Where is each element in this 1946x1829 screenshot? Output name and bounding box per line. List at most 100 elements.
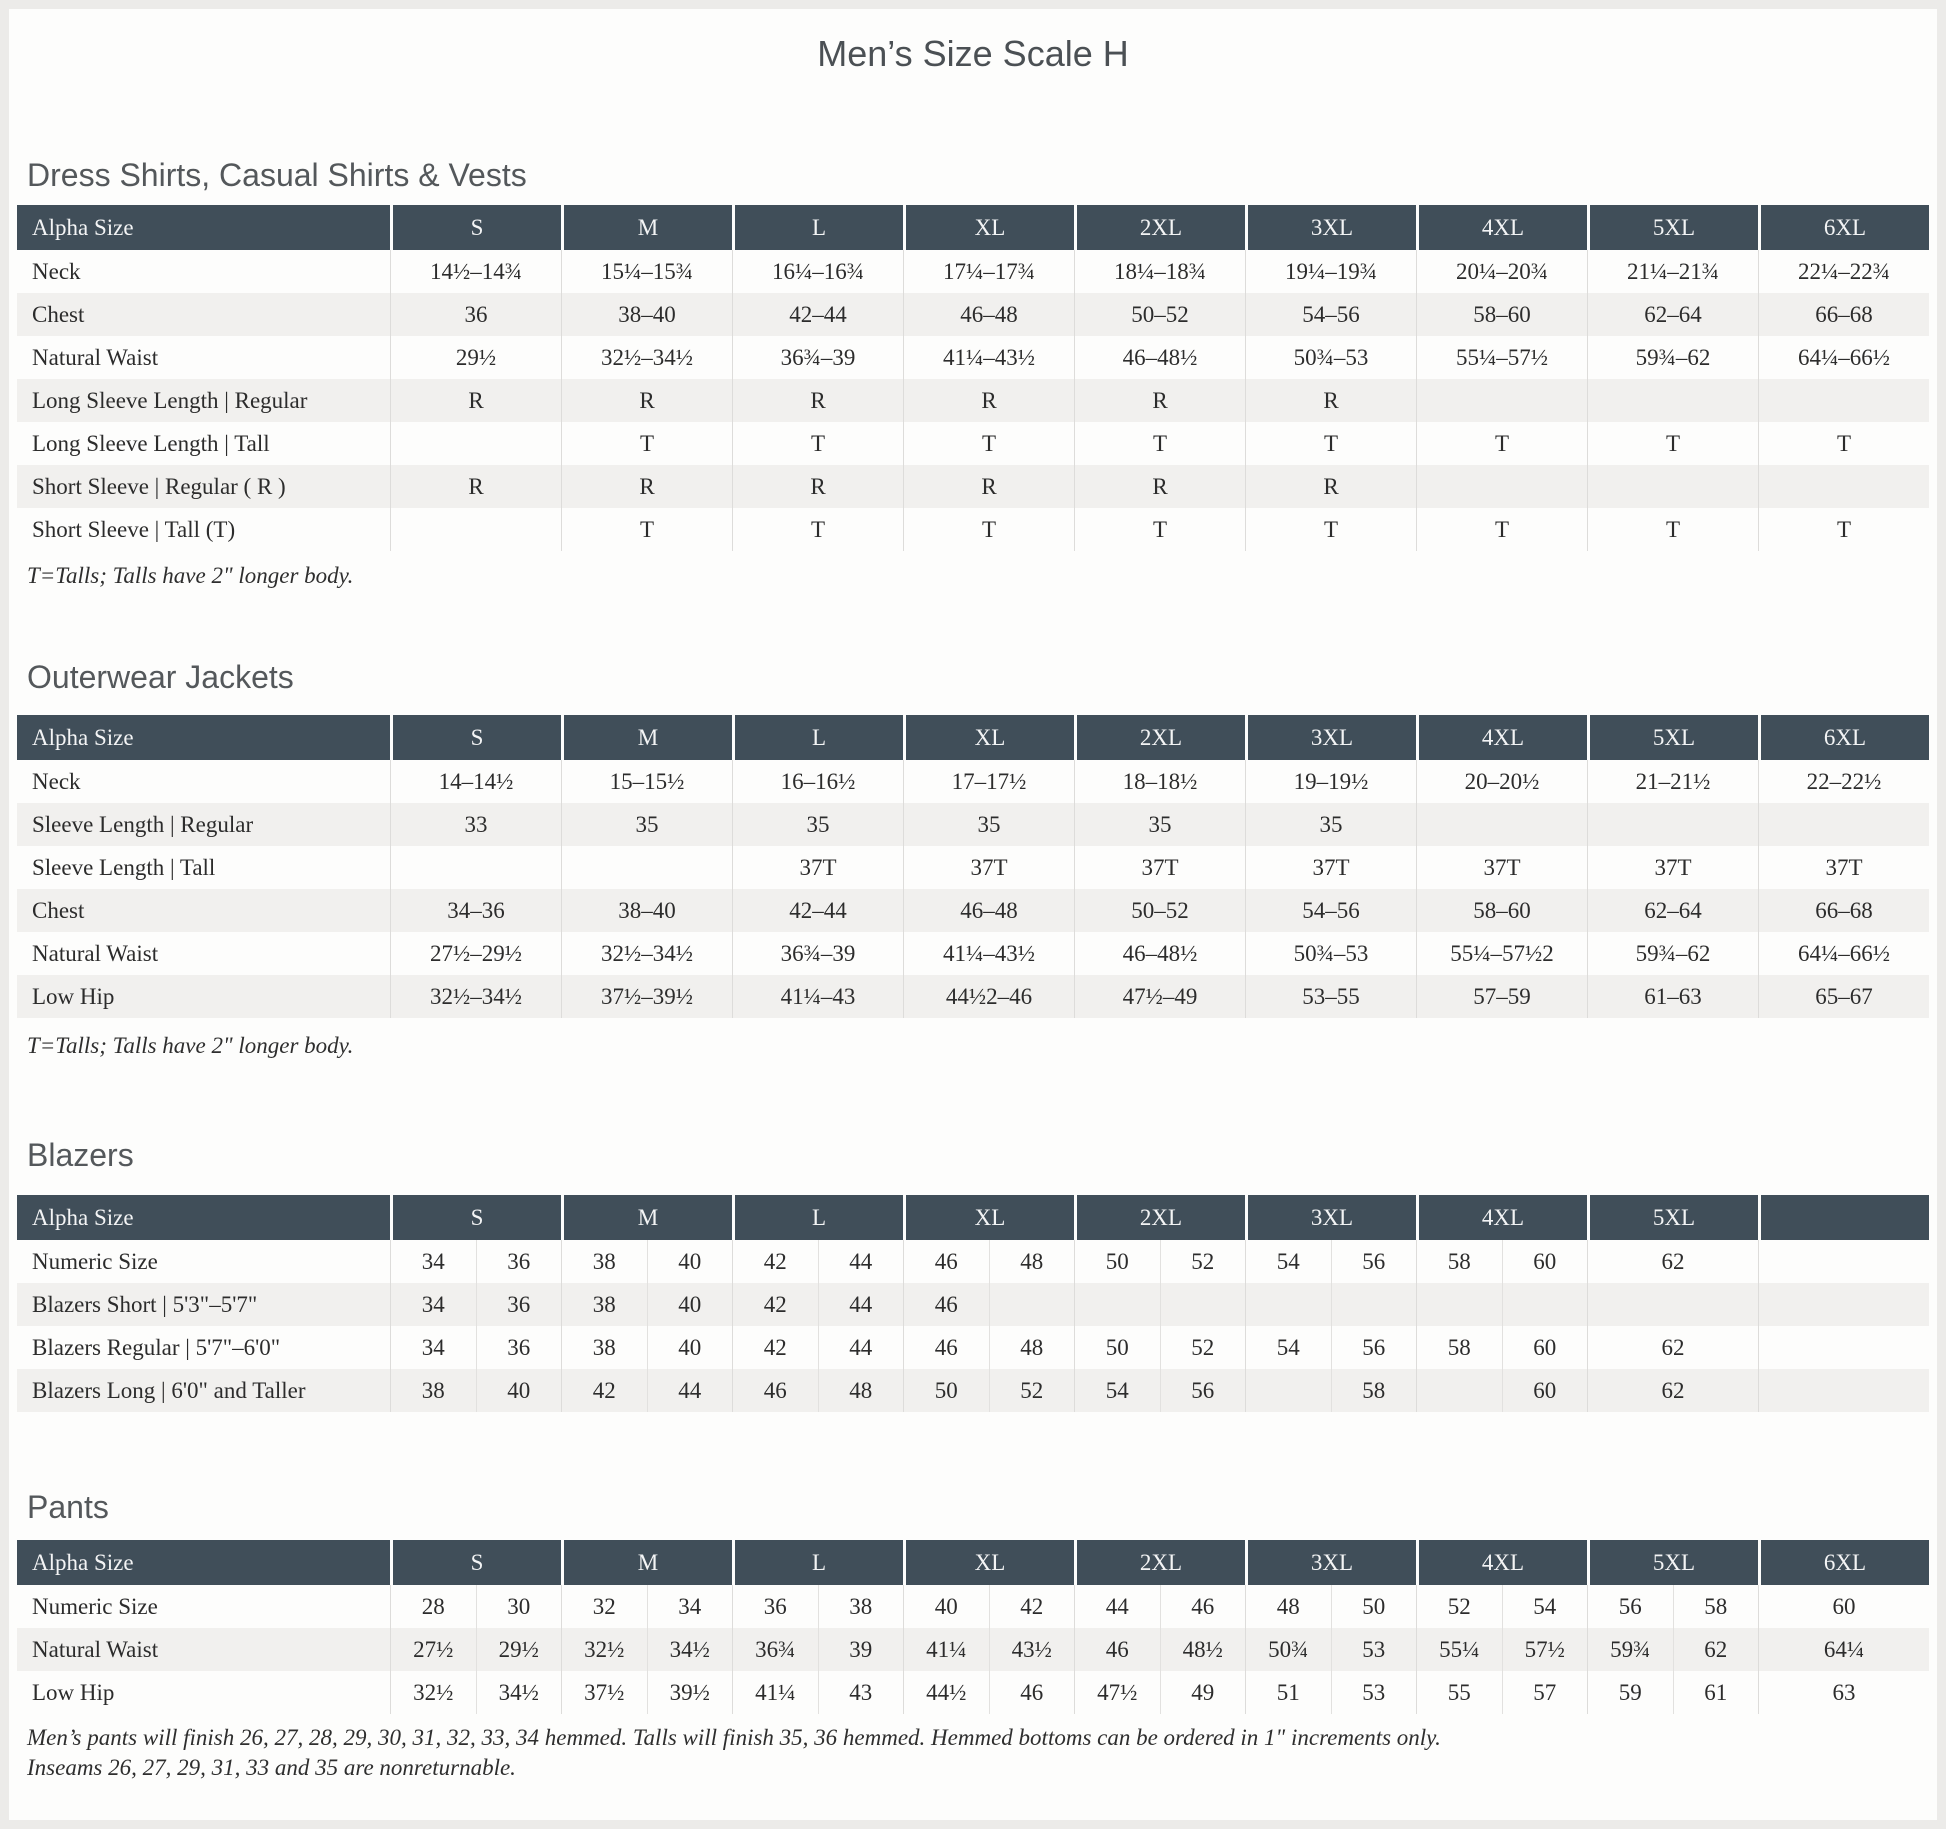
size-cell — [1587, 379, 1758, 422]
size-subcell — [1417, 1283, 1502, 1326]
row-label: Blazers Regular | 5'7"–6'0" — [17, 1326, 390, 1369]
split-cell: 38 40 — [391, 1369, 561, 1412]
size-cell: 55 57 — [1416, 1671, 1587, 1714]
size-cell: R — [732, 379, 903, 422]
split-cell: 32½ 34½ — [391, 1671, 561, 1714]
row-label: Blazers Short | 5'3"–5'7" — [17, 1283, 390, 1326]
size-subcell: 60 — [1501, 1369, 1588, 1412]
size-cell: 32 34 — [561, 1585, 732, 1628]
size-cell: T — [1416, 422, 1587, 465]
section-outerwear-jackets: Outerwear Jackets Alpha Size S M L XL 2XL 3XL 4X… — [17, 657, 1930, 1061]
size-cell: 42 44 — [732, 1240, 903, 1283]
size-subcell: 44½ — [926, 1679, 967, 1705]
row-label: Numeric Size — [17, 1585, 390, 1628]
size-cell: 35 — [1074, 803, 1245, 846]
table-body: Numeric Size 34 36 38 40 42 44 46 48 50 52 54 56 58 60… — [17, 1240, 1929, 1412]
size-subcell: 42 — [592, 1377, 616, 1403]
size-subcell — [1246, 1283, 1331, 1326]
size-subcell: 37½ — [584, 1679, 625, 1705]
size-subcell: 34 — [646, 1585, 733, 1628]
size-cell: 46–48 — [903, 293, 1074, 336]
size-cell: R — [1245, 465, 1416, 508]
size-cell: 41¼–43½ — [903, 932, 1074, 975]
size-cell: 41¼–43 — [732, 975, 903, 1018]
size-cell: 62–64 — [1587, 889, 1758, 932]
size-subcell — [1159, 1283, 1246, 1326]
size-subcell: 34 — [421, 1248, 445, 1274]
size-cell: 37½ 39½ — [561, 1671, 732, 1714]
table-row: Low Hip 32½–34½ 37½–39½ 41¼–43 44½2–46 47½–49… — [17, 975, 1929, 1018]
size-table: Alpha Size S M L XL 2XL 3XL 4XL 5XL 6XL Neck 14–14½… — [17, 715, 1929, 1018]
size-cell: 58–60 — [1416, 889, 1587, 932]
size-cell: R — [732, 465, 903, 508]
size-cell: 46–48 — [903, 889, 1074, 932]
size-subcell: 40 — [646, 1240, 733, 1283]
column-header: XL — [903, 1195, 1074, 1240]
footnote: T=Talls; Talls have 2" longer body. — [27, 1033, 354, 1058]
table-head: Alpha Size S M L XL 2XL 3XL 4XL 5XL 6XL — [17, 715, 1929, 760]
size-subcell: 50 — [934, 1377, 958, 1403]
size-cell: 17¼–17¾ — [903, 250, 1074, 293]
size-cell: 36¾–39 — [732, 336, 903, 379]
size-subcell: 59 — [1618, 1679, 1642, 1705]
split-cell: 46 48½ — [1075, 1628, 1245, 1671]
size-cell: T — [1587, 508, 1758, 551]
size-cell: T — [1587, 422, 1758, 465]
size-subcell — [1075, 1283, 1160, 1326]
size-cell: R — [390, 379, 561, 422]
size-subcell: 48 — [1276, 1593, 1300, 1619]
column-header: 3XL — [1245, 1540, 1416, 1585]
size-subcell: 60 — [1501, 1326, 1588, 1369]
size-cell: 64¼ — [1758, 1628, 1929, 1671]
size-cell: 14½–14¾ — [390, 250, 561, 293]
table-body: Numeric Size 28 30 32 34 36 38 40 42 44 46 48 50 52 54… — [17, 1585, 1929, 1714]
table-row: Sleeve Length | Regular 33 35 35 35 35 35 — [17, 803, 1929, 846]
column-header: 2XL — [1074, 205, 1245, 250]
column-header: M — [561, 205, 732, 250]
size-cell: 41¼ 43½ — [903, 1628, 1074, 1671]
split-cell: 47½ 49 — [1075, 1671, 1245, 1714]
column-header: S — [390, 715, 561, 760]
size-cell: 21¼–21¾ — [1587, 250, 1758, 293]
table-row: Chest 36 38–40 42–44 46–48 50–52 54–56 58–60 62–… — [17, 293, 1929, 336]
column-header: 4XL — [1416, 205, 1587, 250]
size-cell: R — [1074, 379, 1245, 422]
size-cell — [1416, 465, 1587, 508]
section-blazers: Blazers Alpha Size S M L XL 2XL 3XL 4XL 5XL Numeri… — [17, 1135, 1930, 1412]
row-label: Low Hip — [17, 975, 390, 1018]
size-cell: 60 — [1758, 1585, 1929, 1628]
size-cell: 34 36 — [390, 1326, 561, 1369]
size-cell: 44 46 — [1074, 1585, 1245, 1628]
size-cell — [1074, 1283, 1245, 1326]
size-cell — [390, 422, 561, 465]
size-cell: 29½ — [390, 336, 561, 379]
size-subcell: 46 — [988, 1671, 1075, 1714]
size-cell: 50¾–53 — [1245, 932, 1416, 975]
size-subcell: 32½ — [413, 1679, 454, 1705]
size-cell: T — [903, 422, 1074, 465]
size-cell: 62 — [1587, 1326, 1758, 1369]
size-subcell: 54 — [1276, 1248, 1300, 1274]
size-cell: 37T — [1416, 846, 1587, 889]
column-header: 6XL — [1758, 1540, 1929, 1585]
size-cell: 37T — [1074, 846, 1245, 889]
size-subcell: 51 — [1276, 1679, 1300, 1705]
split-cell: 54 56 — [1075, 1369, 1245, 1412]
size-subcell: 42 — [988, 1585, 1075, 1628]
size-subcell: 48 — [988, 1240, 1075, 1283]
size-cell: 54 56 — [1245, 1240, 1416, 1283]
size-cell: 42–44 — [732, 889, 903, 932]
size-subcell: 41¼ — [755, 1679, 796, 1705]
size-cell: 33 — [390, 803, 561, 846]
size-cell: 54–56 — [1245, 293, 1416, 336]
size-subcell: 43 — [817, 1671, 904, 1714]
corner-header: Alpha Size — [17, 1195, 390, 1240]
size-subcell: 36 — [763, 1593, 787, 1619]
column-header: 4XL — [1416, 1540, 1587, 1585]
size-cell: 58–60 — [1416, 293, 1587, 336]
size-cell: 40 42 — [903, 1585, 1074, 1628]
size-cell: 54 56 — [1074, 1369, 1245, 1412]
column-header: L — [732, 1540, 903, 1585]
size-cell: 15–15½ — [561, 760, 732, 803]
size-cell: 46 48 — [732, 1369, 903, 1412]
